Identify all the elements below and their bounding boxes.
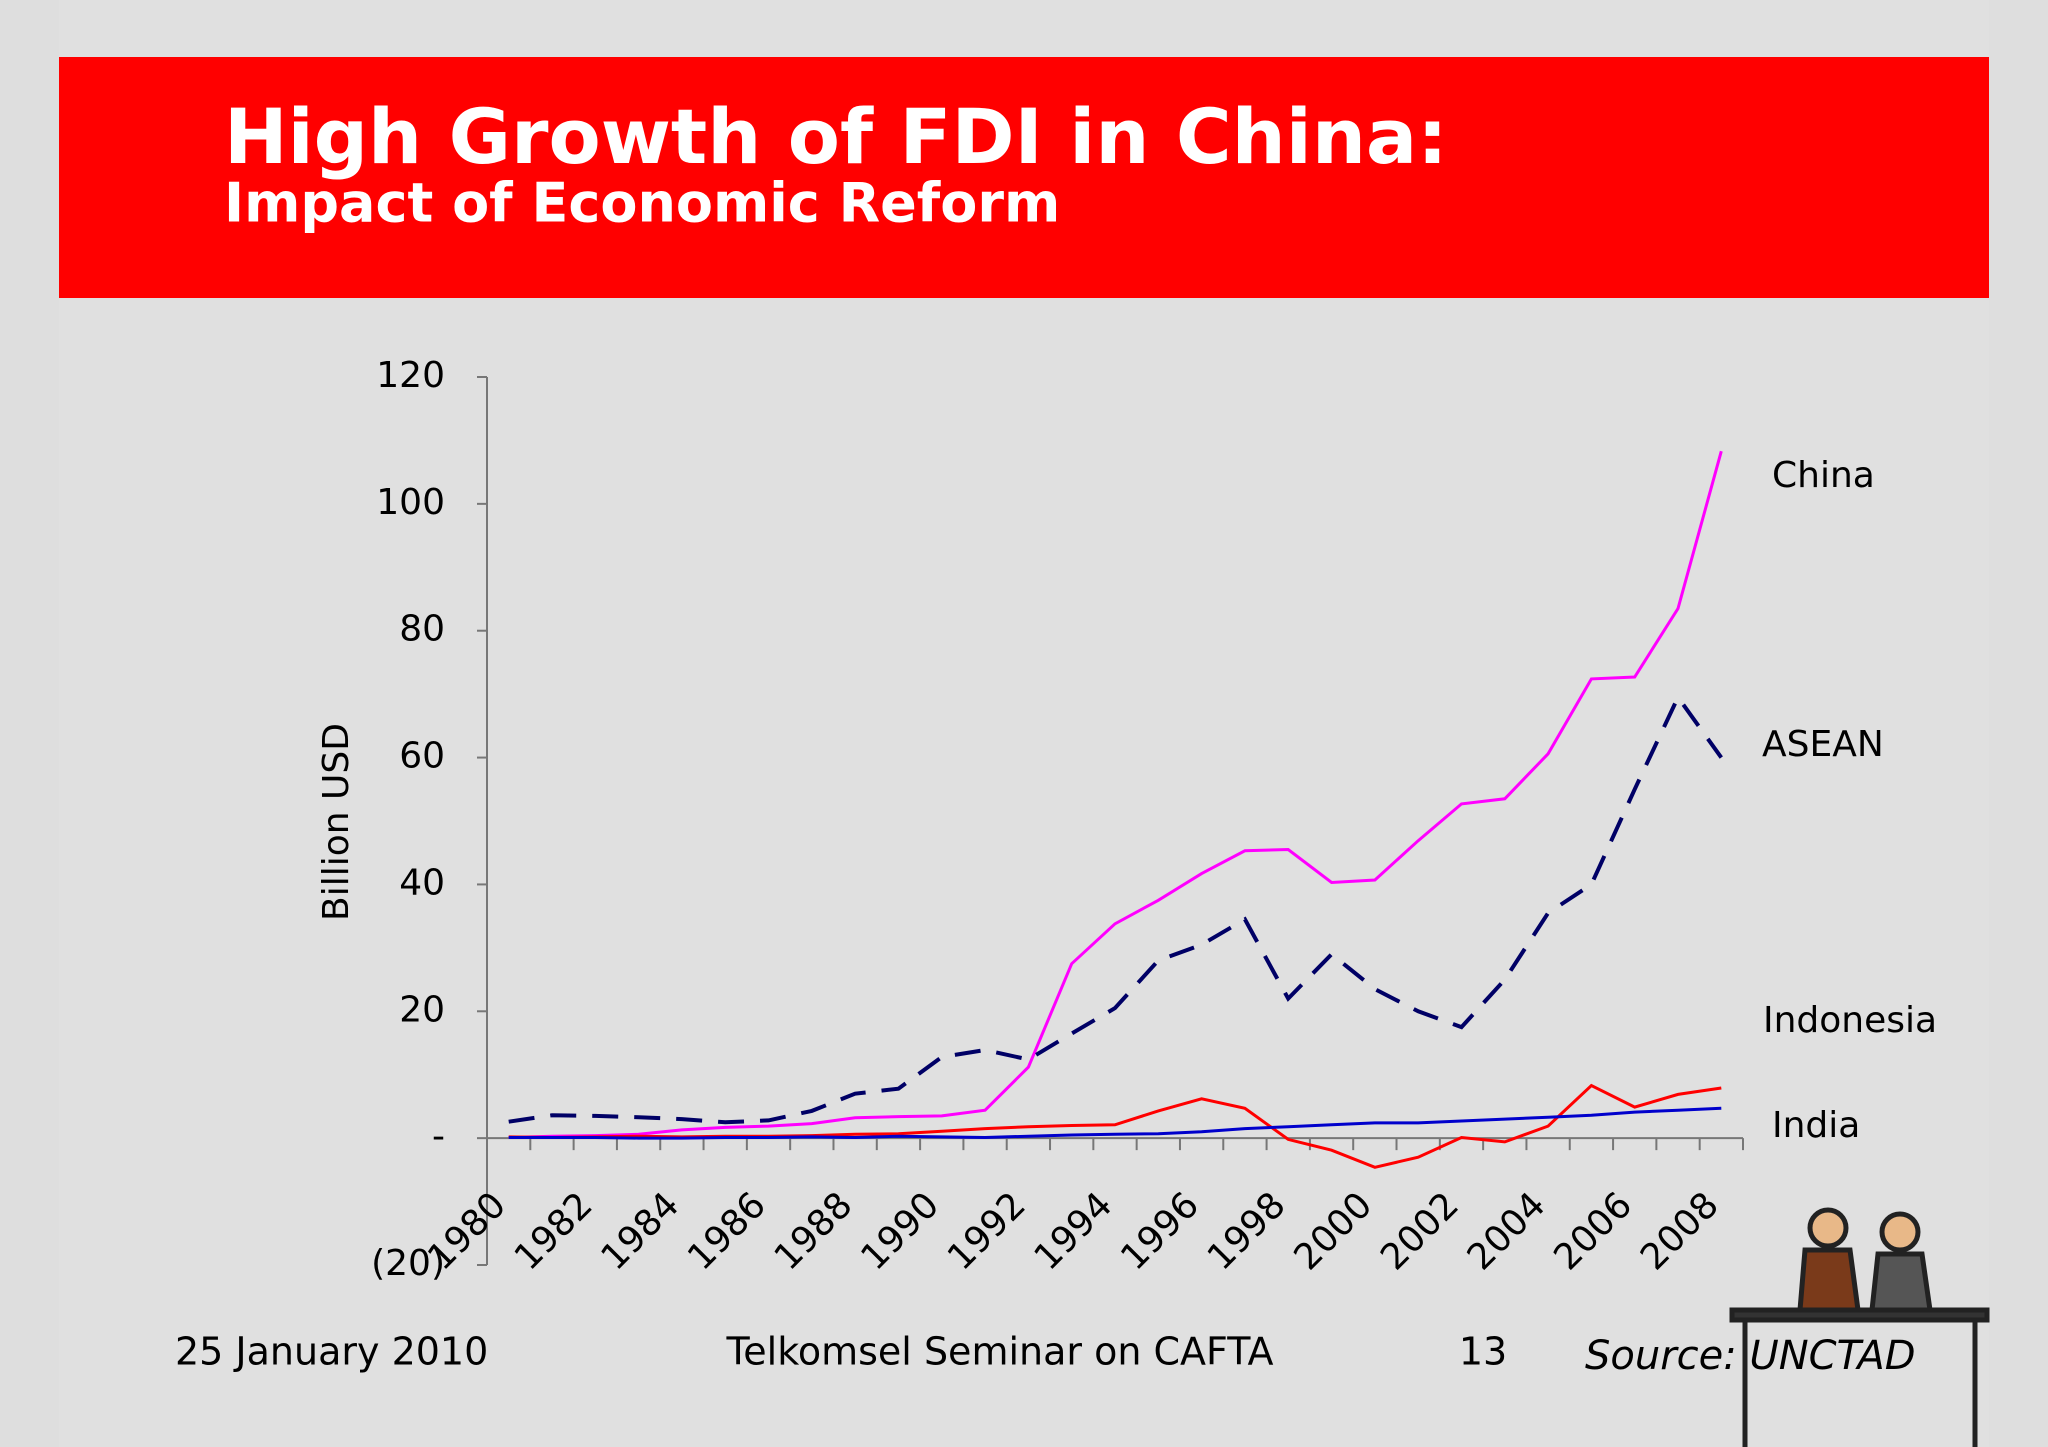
y-axis-label: Billion USD xyxy=(316,723,357,921)
series-label: India xyxy=(1772,1105,1860,1146)
footer-page: 13 xyxy=(1459,1330,1507,1374)
clipart xyxy=(1729,1207,1990,1447)
footer-event: Telkomsel Seminar on CAFTA xyxy=(726,1330,1274,1374)
series-label: ASEAN xyxy=(1762,724,1884,765)
y-tick-label: 40 xyxy=(399,862,445,903)
y-tick-label: 20 xyxy=(399,989,445,1030)
y-tick-label: - xyxy=(432,1116,445,1157)
series-line xyxy=(508,693,1723,1125)
y-tick-label: 100 xyxy=(376,482,445,523)
subtitle: Impact of Economic Reform xyxy=(224,172,1060,235)
y-tick-label: 60 xyxy=(399,736,445,777)
series-label: Indonesia xyxy=(1763,1000,1937,1041)
series-line xyxy=(508,450,1723,1139)
y-tick-label: (20) xyxy=(371,1243,445,1284)
title-band xyxy=(59,57,1989,298)
series-line xyxy=(508,1106,1722,1140)
footer-source: Source: UNCTAD xyxy=(1585,1333,1916,1379)
series-label: China xyxy=(1772,455,1875,496)
y-tick-label: 120 xyxy=(376,355,445,396)
title: High Growth of FDI in China: xyxy=(224,92,1448,181)
y-tick-label: 80 xyxy=(399,609,445,650)
footer-date: 25 January 2010 xyxy=(175,1330,488,1374)
